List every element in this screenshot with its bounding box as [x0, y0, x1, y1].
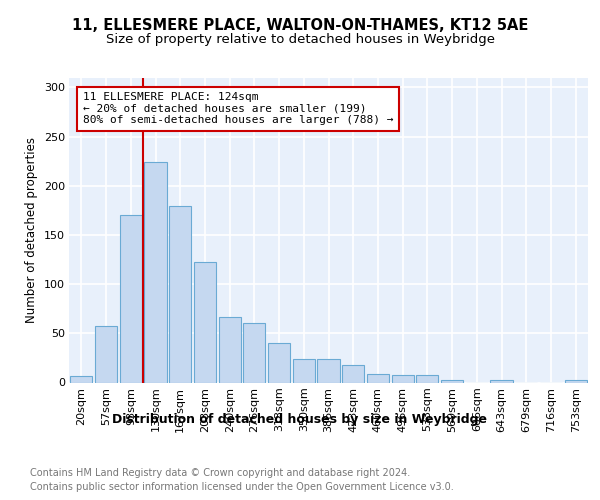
Bar: [367, 374, 389, 382]
Text: Contains HM Land Registry data © Crown copyright and database right 2024.: Contains HM Land Registry data © Crown c…: [30, 468, 410, 477]
Bar: [293, 359, 315, 382]
Bar: [441, 380, 463, 382]
Text: 11 ELLESMERE PLACE: 124sqm
← 20% of detached houses are smaller (199)
80% of sem: 11 ELLESMERE PLACE: 124sqm ← 20% of deta…: [83, 92, 393, 126]
Bar: [565, 380, 587, 382]
Bar: [218, 316, 241, 382]
Bar: [490, 380, 512, 382]
Text: Size of property relative to detached houses in Weybridge: Size of property relative to detached ho…: [106, 32, 494, 46]
Bar: [243, 324, 265, 382]
Text: 11, ELLESMERE PLACE, WALTON-ON-THAMES, KT12 5AE: 11, ELLESMERE PLACE, WALTON-ON-THAMES, K…: [72, 18, 528, 32]
Bar: [194, 262, 216, 382]
Bar: [392, 374, 414, 382]
Y-axis label: Number of detached properties: Number of detached properties: [25, 137, 38, 323]
Bar: [416, 374, 439, 382]
Bar: [95, 326, 117, 382]
Bar: [169, 206, 191, 382]
Bar: [268, 343, 290, 382]
Text: Contains public sector information licensed under the Open Government Licence v3: Contains public sector information licen…: [30, 482, 454, 492]
Text: Distribution of detached houses by size in Weybridge: Distribution of detached houses by size …: [113, 412, 487, 426]
Bar: [145, 162, 167, 382]
Bar: [342, 365, 364, 382]
Bar: [70, 376, 92, 382]
Bar: [119, 215, 142, 382]
Bar: [317, 359, 340, 382]
